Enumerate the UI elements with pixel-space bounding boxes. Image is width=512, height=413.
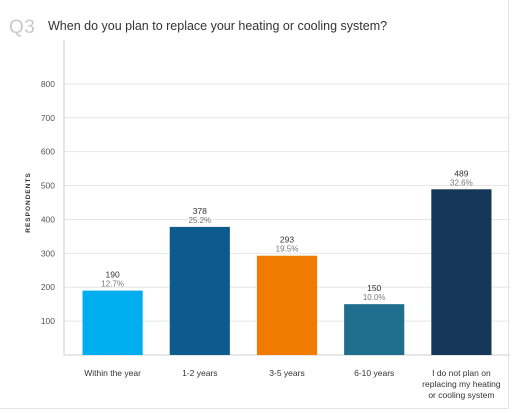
bar [169, 226, 230, 355]
y-tick-label: 700 [41, 113, 55, 123]
y-tick-label: 600 [41, 147, 55, 157]
data-label-value: 150 [367, 283, 381, 293]
data-label-value: 190 [106, 270, 120, 280]
data-label-percent: 19.5% [276, 245, 299, 254]
question-title: When do you plan to replace your heating… [48, 19, 388, 33]
data-label-percent: 32.6% [450, 178, 473, 187]
y-tick-label: 400 [41, 214, 55, 224]
x-category-label: I do not plan on [432, 368, 491, 378]
bar [82, 290, 143, 355]
x-category-label: replacing my heating [422, 379, 501, 389]
data-label-percent: 12.7% [101, 280, 124, 289]
x-category-label: Within the year [84, 368, 141, 378]
data-label-percent: 25.2% [188, 216, 211, 225]
question-number: Q3 [9, 17, 36, 38]
y-axis-label: RESPONDENTS [25, 172, 32, 232]
y-tick-label: 200 [41, 282, 55, 292]
x-category-label: 3-5 years [269, 368, 304, 378]
bar [431, 189, 492, 355]
x-category-label: or cooling system [428, 390, 494, 400]
y-tick-label: 100 [41, 316, 55, 326]
data-label-value: 293 [280, 235, 294, 245]
x-category-label: 6-10 years [354, 368, 394, 378]
data-label-value: 489 [454, 168, 468, 178]
data-label-percent: 10.0% [363, 293, 386, 302]
y-tick-label: 500 [41, 181, 55, 191]
y-tick-label: 800 [41, 79, 55, 89]
x-category-label: 1-2 years [182, 368, 217, 378]
bar [344, 304, 405, 355]
bar [256, 255, 318, 355]
y-tick-label: 300 [41, 248, 55, 258]
data-label-value: 378 [193, 206, 207, 216]
